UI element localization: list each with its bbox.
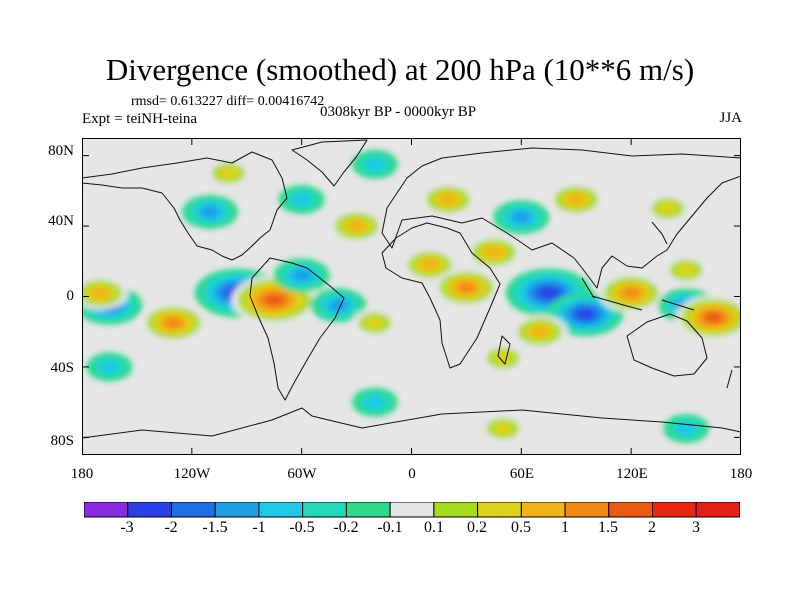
anomaly-contour bbox=[292, 269, 311, 282]
lon-label-0: 0 bbox=[408, 466, 416, 482]
colorbar-swatch bbox=[652, 502, 697, 518]
anomaly-contour bbox=[676, 422, 696, 435]
colorbar-swatch bbox=[520, 502, 566, 518]
colorbar-swatch bbox=[258, 502, 304, 518]
colorbar-swatch bbox=[170, 502, 216, 518]
colorbar-swatch bbox=[389, 502, 435, 518]
anomaly-contour bbox=[264, 294, 285, 306]
season-label: JJA bbox=[719, 110, 742, 126]
colorbar-label: -2 bbox=[164, 519, 178, 536]
anomaly-contour bbox=[200, 206, 220, 218]
anomaly-field bbox=[82, 149, 741, 444]
colorbar-label: -0.5 bbox=[289, 519, 315, 536]
lon-label-60w: 60W bbox=[287, 466, 317, 482]
anomaly-contour bbox=[365, 158, 385, 171]
anomaly-contour bbox=[484, 246, 504, 259]
colorbar-swatch bbox=[214, 502, 260, 518]
colorbar-swatch bbox=[433, 502, 479, 518]
axis-ticks bbox=[82, 138, 741, 455]
colorbar-label: 2 bbox=[648, 519, 656, 536]
coastlines bbox=[82, 139, 741, 439]
colorbar-label: 0.2 bbox=[467, 519, 487, 536]
colorbar-swatch bbox=[345, 502, 391, 518]
anomaly-contour bbox=[538, 287, 559, 299]
colorbar-label: -0.1 bbox=[377, 519, 403, 536]
anomaly-contour bbox=[530, 326, 549, 338]
anomaly-contour bbox=[566, 193, 586, 206]
colorbar-swatch bbox=[608, 502, 654, 518]
colorbar-label: -1.5 bbox=[202, 519, 228, 536]
anomaly-contour bbox=[438, 193, 458, 206]
anomaly-contour bbox=[512, 211, 531, 223]
lon-label-180w: 180 bbox=[70, 466, 94, 482]
lat-label-40s: 40S bbox=[50, 360, 74, 376]
period-label: 0308kyr BP - 0000kyr BP bbox=[320, 104, 477, 120]
colorbar-swatch bbox=[695, 502, 740, 518]
anomaly-contour bbox=[493, 422, 513, 435]
colorbar-label: -0.2 bbox=[333, 519, 359, 536]
anomaly-contour bbox=[347, 220, 366, 232]
anomaly-contour bbox=[420, 259, 440, 271]
anomaly-contour bbox=[291, 193, 312, 206]
divergence-map bbox=[82, 138, 741, 455]
lon-label-60e: 60E bbox=[509, 466, 535, 482]
anomaly-contour bbox=[576, 309, 595, 320]
lat-label-0: 0 bbox=[66, 288, 75, 304]
anomaly-contour bbox=[90, 287, 110, 299]
anomaly-contour bbox=[657, 202, 678, 215]
colorbar-swatch bbox=[127, 502, 172, 518]
anomaly-contour bbox=[328, 299, 348, 311]
lon-label-120w: 120W bbox=[173, 466, 211, 482]
anomaly-contour bbox=[365, 395, 385, 409]
anomaly-contour bbox=[704, 312, 723, 323]
lat-label-80s: 80S bbox=[50, 433, 74, 449]
colorbar-swatch bbox=[477, 502, 522, 518]
lon-label-180e: 180 bbox=[729, 466, 753, 482]
colorbar-swatch bbox=[302, 502, 347, 518]
anomaly-contour bbox=[164, 317, 183, 329]
colorbar-label: 0.5 bbox=[511, 519, 531, 536]
anomaly-contour bbox=[676, 263, 696, 277]
colorbar bbox=[84, 502, 740, 518]
anomaly-contour bbox=[622, 287, 641, 299]
colorbar-label: -1 bbox=[252, 519, 266, 536]
colorbar-label: 3 bbox=[692, 519, 700, 536]
anomaly-contour bbox=[218, 167, 239, 180]
anomaly-contour bbox=[99, 360, 120, 374]
colorbar-swatch bbox=[564, 502, 610, 518]
experiment-label: Expt = teiNH-teina bbox=[82, 111, 198, 127]
lat-label-80n: 80N bbox=[48, 143, 74, 159]
anomaly-contour bbox=[457, 282, 476, 294]
anomaly-contour bbox=[365, 316, 385, 330]
lat-label-40n: 40N bbox=[48, 213, 74, 229]
colorbar-label: 1.5 bbox=[598, 519, 618, 536]
colorbar-label: 0.1 bbox=[424, 519, 444, 536]
colorbar-label: -3 bbox=[120, 519, 134, 536]
colorbar-swatch bbox=[84, 502, 129, 518]
colorbar-label: 1 bbox=[561, 519, 569, 536]
plot-title: Divergence (smoothed) at 200 hPa (10**6 … bbox=[105, 52, 695, 87]
lon-label-120e: 120E bbox=[616, 466, 648, 482]
stats-text: rmsd= 0.613227 diff= 0.00416742 bbox=[131, 94, 325, 109]
